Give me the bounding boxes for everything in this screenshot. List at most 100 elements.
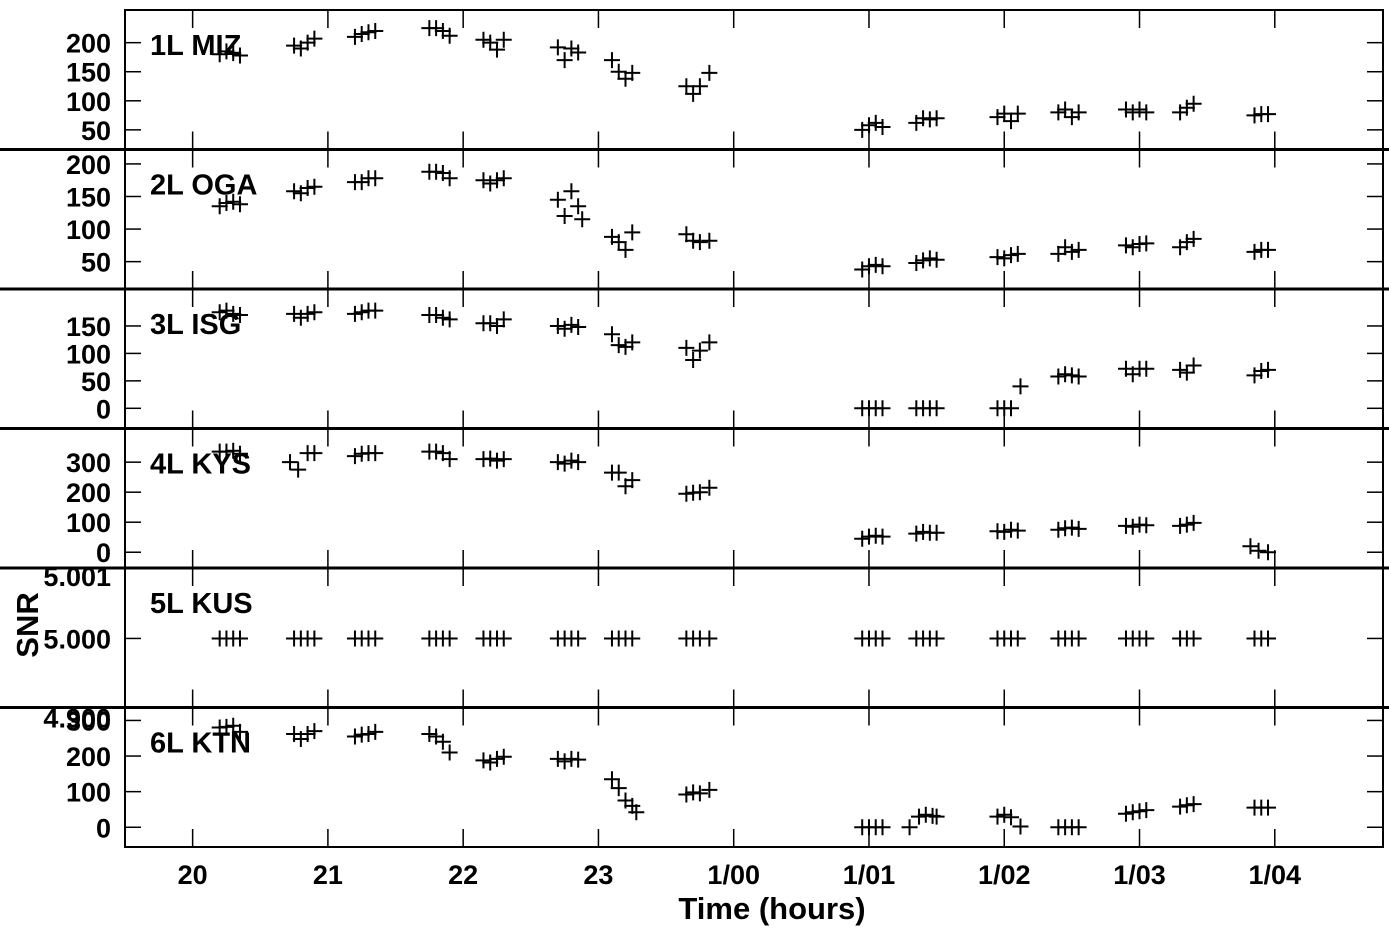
data-point: [1260, 544, 1277, 561]
data-point: [475, 752, 492, 769]
data-point: [549, 454, 566, 471]
data-point: [367, 723, 384, 740]
data-point: [549, 39, 566, 56]
data-point: [353, 304, 370, 321]
data-point: [867, 114, 884, 131]
data-point: [441, 630, 458, 647]
data-point: [1242, 538, 1259, 555]
data-point: [231, 47, 248, 64]
data-point: [1070, 520, 1087, 537]
data-point: [989, 109, 1006, 126]
y-tick-label: 200: [66, 150, 111, 180]
data-point: [570, 44, 587, 61]
data-point: [1070, 368, 1087, 385]
y-tick-label: 0: [96, 813, 111, 843]
data-point: [701, 232, 718, 249]
data-point: [1003, 809, 1020, 826]
data-point: [231, 723, 248, 740]
data-point: [306, 445, 323, 462]
data-point: [603, 771, 620, 788]
data-point: [1185, 630, 1202, 647]
data-point: [367, 302, 384, 319]
data-point: [928, 808, 945, 825]
data-point: [556, 753, 573, 770]
data-point: [434, 733, 451, 750]
data-point: [928, 524, 945, 541]
y-tick-label: 100: [66, 339, 111, 369]
x-tick-label: 21: [313, 860, 343, 890]
data-point: [874, 118, 891, 135]
data-point: [434, 309, 451, 326]
y-tick-label: 200: [66, 29, 111, 59]
data-point: [996, 806, 1013, 823]
data-point: [563, 183, 580, 200]
data-point: [225, 442, 242, 459]
data-point: [1131, 803, 1148, 820]
data-point: [911, 808, 928, 825]
data-point: [549, 750, 566, 767]
data-point: [1185, 796, 1202, 813]
data-point: [915, 252, 932, 269]
data-point: [624, 797, 641, 814]
data-point: [1009, 245, 1026, 262]
data-point: [610, 464, 627, 481]
data-point: [1138, 630, 1155, 647]
x-tick-label: 22: [448, 860, 478, 890]
data-point: [1124, 804, 1141, 821]
x-tick-label: 1/03: [1113, 860, 1166, 890]
y-tick-label: 5.000: [43, 624, 111, 654]
data-point: [1012, 378, 1029, 395]
data-point: [482, 754, 499, 771]
data-point: [1250, 542, 1267, 559]
y-tick-label: 300: [66, 448, 111, 478]
data-point: [678, 786, 695, 803]
data-point: [441, 311, 458, 328]
data-point: [901, 819, 918, 836]
y-tick-label: 50: [81, 248, 111, 278]
data-point: [1138, 517, 1155, 534]
data-point: [346, 305, 363, 322]
data-point: [495, 748, 512, 765]
data-point: [1172, 361, 1189, 378]
data-point: [1260, 361, 1277, 378]
data-point: [475, 31, 492, 48]
data-point: [306, 723, 323, 740]
data-point: [482, 34, 499, 51]
data-point: [218, 718, 235, 735]
data-point: [488, 172, 505, 189]
data-point: [286, 37, 303, 54]
data-point: [218, 43, 235, 60]
data-point: [854, 530, 871, 547]
data-point: [1138, 104, 1155, 121]
data-point: [482, 315, 499, 332]
data-point: [908, 525, 925, 542]
data-point: [570, 454, 587, 471]
data-point: [685, 784, 702, 801]
data-point: [367, 630, 384, 647]
data-point: [1117, 805, 1134, 822]
data-point: [678, 226, 695, 243]
data-point: [921, 111, 938, 128]
data-point: [218, 302, 235, 319]
data-point: [1009, 522, 1026, 539]
data-point: [1003, 400, 1020, 417]
data-point: [701, 630, 718, 647]
data-point: [610, 337, 627, 354]
data-point: [603, 52, 620, 69]
data-point: [1009, 105, 1026, 122]
data-point: [1070, 819, 1087, 836]
data-point: [367, 170, 384, 187]
data-point: [556, 208, 573, 225]
x-tick-label: 1/00: [707, 860, 760, 890]
panel-title: 6L KTN: [150, 728, 251, 760]
data-point: [1003, 113, 1020, 130]
data-point: [475, 172, 492, 189]
data-point: [570, 319, 587, 336]
data-point: [231, 445, 248, 462]
data-point: [624, 472, 641, 489]
data-point: [367, 445, 384, 462]
data-point: [691, 785, 708, 802]
data-point: [921, 250, 938, 267]
data-point: [691, 342, 708, 359]
data-point: [917, 806, 934, 823]
